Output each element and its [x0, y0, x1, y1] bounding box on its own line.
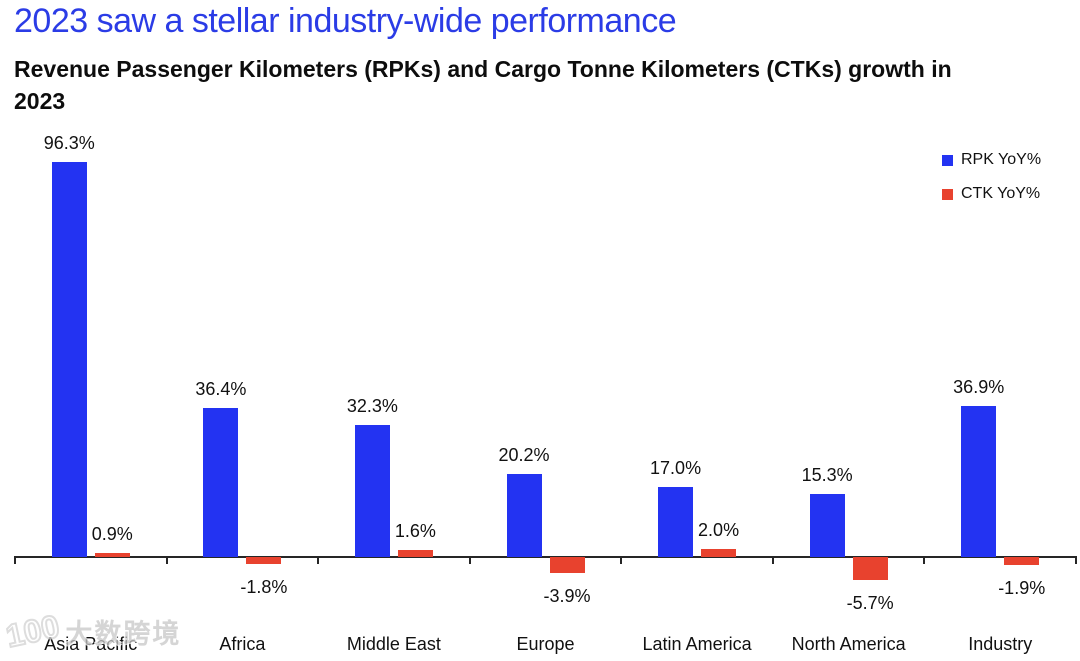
ctk-bar [852, 557, 888, 581]
rpk-bar [658, 487, 694, 557]
category-label: Middle East [346, 634, 441, 654]
chart-legend: RPK YoY% CTK YoY% [942, 150, 1041, 218]
rpk-value-label: 17.0% [650, 458, 702, 479]
x-axis-tick [620, 556, 623, 564]
x-axis-tick [1075, 556, 1077, 564]
rpk-bar [506, 474, 542, 557]
rpk-legend-label: RPK YoY% [961, 151, 1042, 168]
ctk-bar [701, 548, 737, 557]
ctk-value-label: 2.0% [698, 519, 740, 540]
page-title: 2023 saw a stellar industry-wide perform… [14, 2, 677, 40]
legend-item-rpk: RPK YoY% [942, 150, 1041, 170]
ctk-value-label: -1.8% [240, 577, 288, 598]
x-axis-line [15, 556, 1076, 558]
category-label: Latin America [642, 634, 752, 654]
rpk-value-label: 32.3% [346, 395, 398, 416]
ctk-bar [549, 557, 585, 573]
rpk-bar [203, 407, 239, 557]
rpk-value-label: 20.2% [498, 445, 550, 466]
category-label: North America [791, 634, 906, 654]
x-axis-tick [923, 556, 926, 564]
x-axis-tick [468, 556, 471, 564]
chart-subtitle-line1: Revenue Passenger Kilometers (RPKs) and … [14, 56, 952, 82]
rpk-value-label: 36.9% [953, 376, 1005, 397]
ctk-legend-swatch-icon [942, 188, 953, 200]
category-label: Europe [516, 634, 575, 654]
legend-item-ctk: CTK YoY% [942, 184, 1041, 204]
ctk-bar [397, 550, 433, 557]
rpk-bar [354, 424, 390, 557]
chart-subtitle-line2: 2023 [14, 88, 66, 114]
x-axis-tick [771, 556, 774, 564]
rpk-value-label: 15.3% [801, 465, 853, 486]
x-axis-tick [317, 556, 320, 564]
x-axis-tick [14, 556, 16, 564]
rpk-legend-swatch-icon [942, 154, 953, 166]
category-label: Asia Pacific [44, 634, 138, 654]
rpk-bar [961, 405, 997, 557]
ctk-bar [1004, 557, 1040, 565]
ctk-legend-label: CTK YoY% [961, 185, 1041, 202]
x-axis-tick [165, 556, 168, 564]
ctk-value-label: 1.6% [394, 521, 436, 542]
category-label: Industry [968, 634, 1033, 654]
rpk-bar [809, 494, 845, 557]
ctk-value-label: 0.9% [91, 524, 133, 545]
chart-subtitle: Revenue Passenger Kilometers (RPKs) and … [14, 53, 952, 117]
ctk-value-label: -3.9% [543, 585, 591, 606]
ctk-bar [94, 553, 130, 557]
ctk-value-label: -5.7% [846, 593, 894, 614]
rpk-value-label: 96.3% [43, 133, 95, 154]
ctk-value-label: -1.9% [998, 577, 1046, 598]
ctk-bar [246, 557, 282, 565]
rpk-bar [51, 162, 87, 557]
category-label: Africa [219, 634, 266, 654]
rpk-value-label: 36.4% [195, 378, 247, 399]
